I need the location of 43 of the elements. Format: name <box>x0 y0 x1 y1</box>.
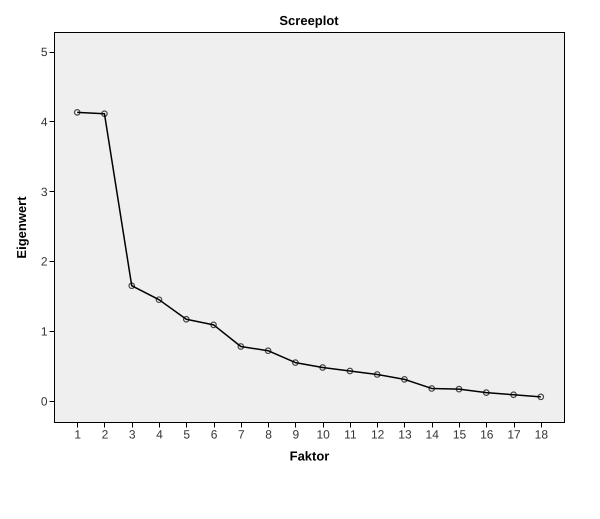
point <box>210 322 217 328</box>
point <box>428 385 436 392</box>
x-tick-label: 4 <box>156 428 164 442</box>
x-tick-label: 10 <box>316 428 330 442</box>
y-tick-label: 3 <box>40 184 48 199</box>
x-tick-label: 16 <box>480 428 494 442</box>
point <box>237 343 244 350</box>
x-tick-label: 2 <box>102 428 109 442</box>
chart-title: Screeplot <box>279 13 340 28</box>
y-axis-title: Eigenwert <box>14 196 29 259</box>
point <box>346 368 354 374</box>
point <box>182 316 190 323</box>
point <box>401 376 408 383</box>
x-tick-label: 8 <box>265 428 272 442</box>
x-tick-label: 11 <box>344 428 357 442</box>
point <box>482 389 490 396</box>
y-tick-label: 4 <box>40 114 48 129</box>
x-tick-label: 14 <box>426 428 440 442</box>
point <box>319 364 326 371</box>
y-tick-label: 1 <box>40 324 48 339</box>
point <box>264 347 272 354</box>
x-tick-label: 7 <box>238 428 245 442</box>
point <box>510 391 517 398</box>
x-tick-label: 9 <box>292 428 300 442</box>
x-tick-label: 12 <box>371 428 385 442</box>
x-tick-label: 18 <box>534 428 548 442</box>
y-tick-label: 2 <box>40 254 48 269</box>
x-tick-label: 5 <box>183 428 190 442</box>
point <box>101 110 108 118</box>
x-axis-title: Faktor <box>290 448 330 464</box>
point <box>374 371 381 378</box>
point <box>456 386 462 392</box>
x-tick-label: 17 <box>507 428 522 442</box>
point <box>128 282 136 290</box>
point <box>292 359 299 366</box>
y-tick-label: 0 <box>40 394 48 409</box>
x-tick-label: 1 <box>74 428 82 442</box>
x-tick-label: 13 <box>398 428 412 442</box>
x-tick-label: 6 <box>210 428 218 442</box>
x-tick-label: 3 <box>128 428 136 442</box>
x-tick-label: 15 <box>452 428 466 442</box>
point <box>156 296 162 304</box>
y-tick-label: 5 <box>40 45 48 60</box>
